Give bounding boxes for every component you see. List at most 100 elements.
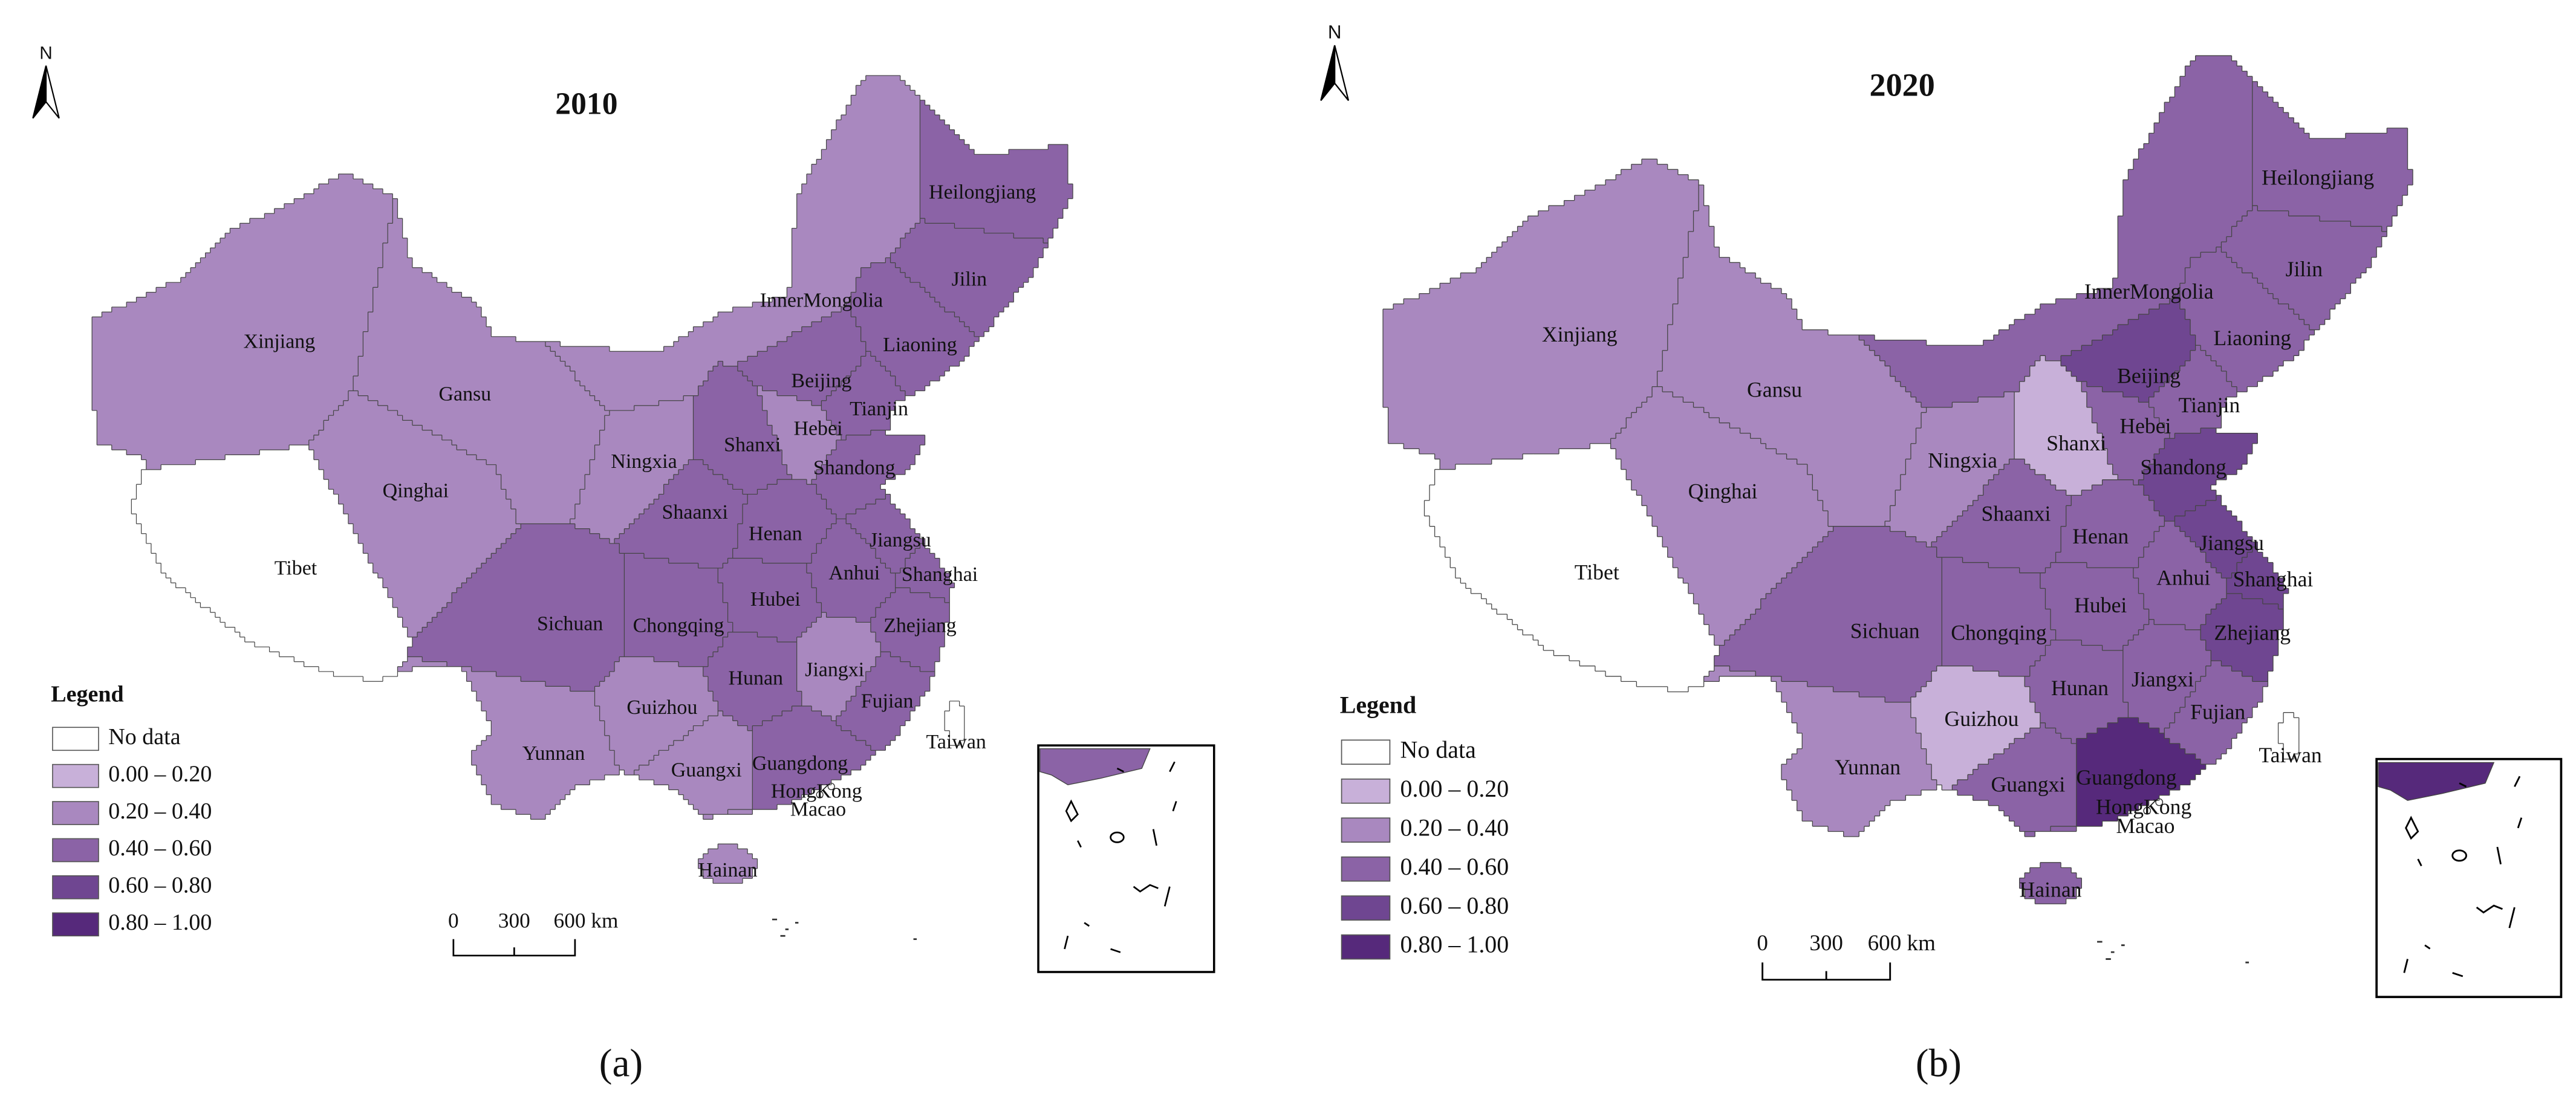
province-label: Sichuan <box>1850 619 1920 643</box>
province <box>870 588 950 672</box>
province <box>92 173 393 470</box>
inset-land <box>1039 748 1151 786</box>
province-label: Ningxia <box>1928 448 1997 472</box>
north-arrow-half <box>1334 45 1350 101</box>
legend-swatch <box>1341 856 1391 882</box>
province <box>1714 526 1942 702</box>
province-label: InnerMongolia <box>760 290 883 312</box>
province-label: Jiangxi <box>2132 667 2194 692</box>
province-label: Heilongjiang <box>2262 166 2374 190</box>
legend-label: 0.40 – 0.60 <box>1400 853 1509 880</box>
province <box>570 395 694 544</box>
province <box>308 390 521 637</box>
province <box>624 553 733 667</box>
province <box>1942 557 2056 676</box>
province <box>2252 81 2413 232</box>
province <box>2040 562 2149 651</box>
north-label: N <box>1328 21 1342 42</box>
legend-label: No data <box>108 724 180 750</box>
province-label: Shaanxi <box>662 501 728 523</box>
province-label: Gansu <box>439 383 492 405</box>
province <box>2200 593 2284 682</box>
province <box>2025 640 2129 744</box>
province-label: Jiangxi <box>805 659 864 681</box>
legend-label: 0.20 – 0.40 <box>1400 814 1509 841</box>
map-title: 2020 <box>1869 67 1934 103</box>
legend-swatch <box>52 912 99 937</box>
panel-caption: (a) <box>599 1042 643 1085</box>
province-label: Tianjin <box>850 398 908 420</box>
province-label: Henan <box>749 522 802 545</box>
scale-label: 300 <box>1809 931 1843 956</box>
legend-swatch <box>1341 739 1391 765</box>
legend-swatch <box>52 763 99 788</box>
legend-swatch <box>52 838 99 863</box>
scale-label: 600 km <box>554 909 619 933</box>
province-label: Qinghai <box>1688 479 1758 504</box>
province-label: Hubei <box>750 588 801 611</box>
province-label: Macao <box>790 799 846 821</box>
province <box>614 459 748 568</box>
province-label: Sichuan <box>537 613 603 635</box>
legend-label: 0.20 – 0.40 <box>108 799 212 824</box>
map-panel: 2020 N Xinjiang Tibet Qinghai Gansu InnerMongo… <box>1320 21 2563 999</box>
province-label: Anhui <box>2156 565 2210 589</box>
province-label: HongKong <box>2096 795 2192 819</box>
province-label: Guangdong <box>2076 765 2176 789</box>
province-label: Guangxi <box>671 759 742 781</box>
province <box>634 711 753 815</box>
coast-islands <box>2097 803 2394 964</box>
legend-label: 0.80 – 1.00 <box>108 910 212 935</box>
north-arrow <box>32 65 47 119</box>
province-label: Chongqing <box>1951 621 2047 645</box>
province <box>1383 159 1699 470</box>
province <box>920 100 1073 243</box>
province <box>2179 247 2315 392</box>
province-label: Hainan <box>698 859 758 881</box>
province-label: Shanghai <box>902 563 978 586</box>
legend-swatch <box>52 801 99 825</box>
province <box>397 656 620 820</box>
scale-label: 600 km <box>1868 931 1936 956</box>
province-label: Shaanxi <box>1982 502 2051 526</box>
legend-swatch <box>1341 895 1391 921</box>
legend-swatch <box>1341 817 1391 843</box>
province <box>796 612 881 721</box>
province-label: Zhejiang <box>2214 621 2291 645</box>
province-label: Jilin <box>2286 257 2323 281</box>
province <box>757 386 842 485</box>
coast-islands <box>772 787 1055 941</box>
province <box>698 809 758 884</box>
scale-label: 0 <box>448 909 459 933</box>
legend-title: Legend <box>1340 691 1416 718</box>
legend-label: 0.60 – 0.80 <box>108 873 212 898</box>
province-label: Hebei <box>793 417 842 439</box>
province-label: Guizhou <box>1945 707 2019 731</box>
province <box>1910 666 2040 791</box>
province-label: Hubei <box>2074 593 2127 617</box>
legend-swatch <box>1341 778 1391 804</box>
province <box>2014 355 2118 496</box>
province-label: Tibet <box>1575 560 1619 585</box>
province-label: Shanxi <box>2046 431 2106 455</box>
province-label: Xinjiang <box>243 330 315 352</box>
province-label: Hunan <box>2051 676 2109 700</box>
province-label: Liaoning <box>2213 326 2291 350</box>
province-label: Yunnan <box>522 742 585 765</box>
map-panel: 2010 N Xinjiang Tibet Qinghai Gansu InnerMongo… <box>32 44 1215 973</box>
province <box>2143 806 2152 815</box>
province-label: Shanghai <box>2233 567 2314 591</box>
province <box>2076 718 2206 826</box>
legend-label: 0.00 – 0.20 <box>108 761 212 786</box>
province <box>737 302 866 406</box>
province-label: Tianjin <box>2179 393 2240 417</box>
legend-label: 0.00 – 0.20 <box>1400 775 1509 802</box>
province <box>2164 661 2268 765</box>
province <box>2138 428 2258 522</box>
province <box>2133 521 2226 630</box>
province-label: Yunnan <box>1835 755 1901 779</box>
scale-label: 300 <box>498 909 530 933</box>
province-label: Beijing <box>2117 364 2181 388</box>
province-borders <box>1382 55 2413 904</box>
